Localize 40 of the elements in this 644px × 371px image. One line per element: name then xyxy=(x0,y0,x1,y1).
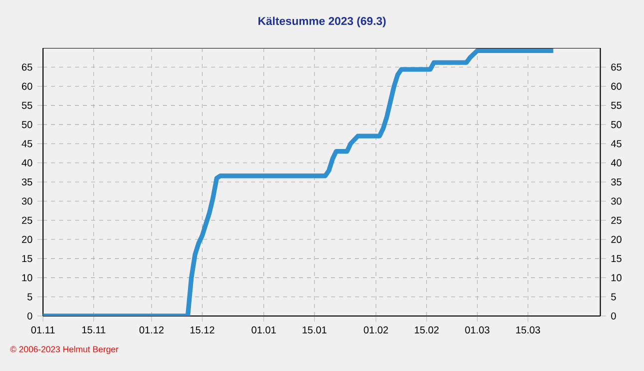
y2-tick-label: 20 xyxy=(611,236,622,243)
x-tick-label: 01.11 xyxy=(31,326,55,334)
y2-tick-label: 50 xyxy=(611,121,622,128)
x-tick-label: 15.11 xyxy=(82,326,106,334)
y-tick-label: 10 xyxy=(22,274,32,282)
y2-tick-label: 35 xyxy=(611,178,622,186)
y-tick-label: 25 xyxy=(22,216,32,224)
y2-tick-label: 15 xyxy=(611,255,622,262)
y2-tick-label: 0 xyxy=(611,312,616,320)
x-tick-label: 15.02 xyxy=(414,326,439,334)
y-tick-label: 5 xyxy=(27,293,32,300)
y2-tick-label: 25 xyxy=(611,216,622,224)
x-tick-label: 01.02 xyxy=(364,326,388,334)
y-tick-label: 45 xyxy=(22,140,32,148)
y-tick-label: 0 xyxy=(27,312,32,320)
x-tick-label: 15.03 xyxy=(516,326,540,334)
x-tick-label: 15.12 xyxy=(190,326,214,334)
y-tick-label: 40 xyxy=(22,159,32,166)
y-tick-label: 55 xyxy=(22,102,32,109)
y2-tick-label: 60 xyxy=(611,82,622,90)
y2-tick-label: 40 xyxy=(610,159,622,166)
y2-tick-label: 5 xyxy=(611,293,616,300)
y-tick-label: 60 xyxy=(22,82,32,90)
x-tick-label: 15.01 xyxy=(302,326,326,334)
y-tick-label: 50 xyxy=(22,121,32,128)
y2-tick-label: 55 xyxy=(611,102,622,109)
y-tick-label: 15 xyxy=(22,255,32,262)
y-tick-label: 20 xyxy=(22,236,32,243)
x-tick-label: 01.12 xyxy=(139,326,164,334)
y2-tick-label: 65 xyxy=(611,64,622,71)
chart-title: Kältesumme 2023 (69.3) xyxy=(258,16,386,28)
y2-tick-label: 10 xyxy=(611,274,622,282)
x-tick-label: 01.03 xyxy=(465,326,490,334)
y2-tick-label: 30 xyxy=(611,198,622,205)
text: © 2006-2023 Helmut Berger xyxy=(10,346,118,354)
y-tick-label: 35 xyxy=(22,178,32,186)
y-tick-label: 65 xyxy=(22,64,32,71)
y2-tick-label: 45 xyxy=(610,140,622,148)
x-tick-label: 01.01 xyxy=(252,326,276,334)
y-tick-label: 30 xyxy=(22,198,32,205)
